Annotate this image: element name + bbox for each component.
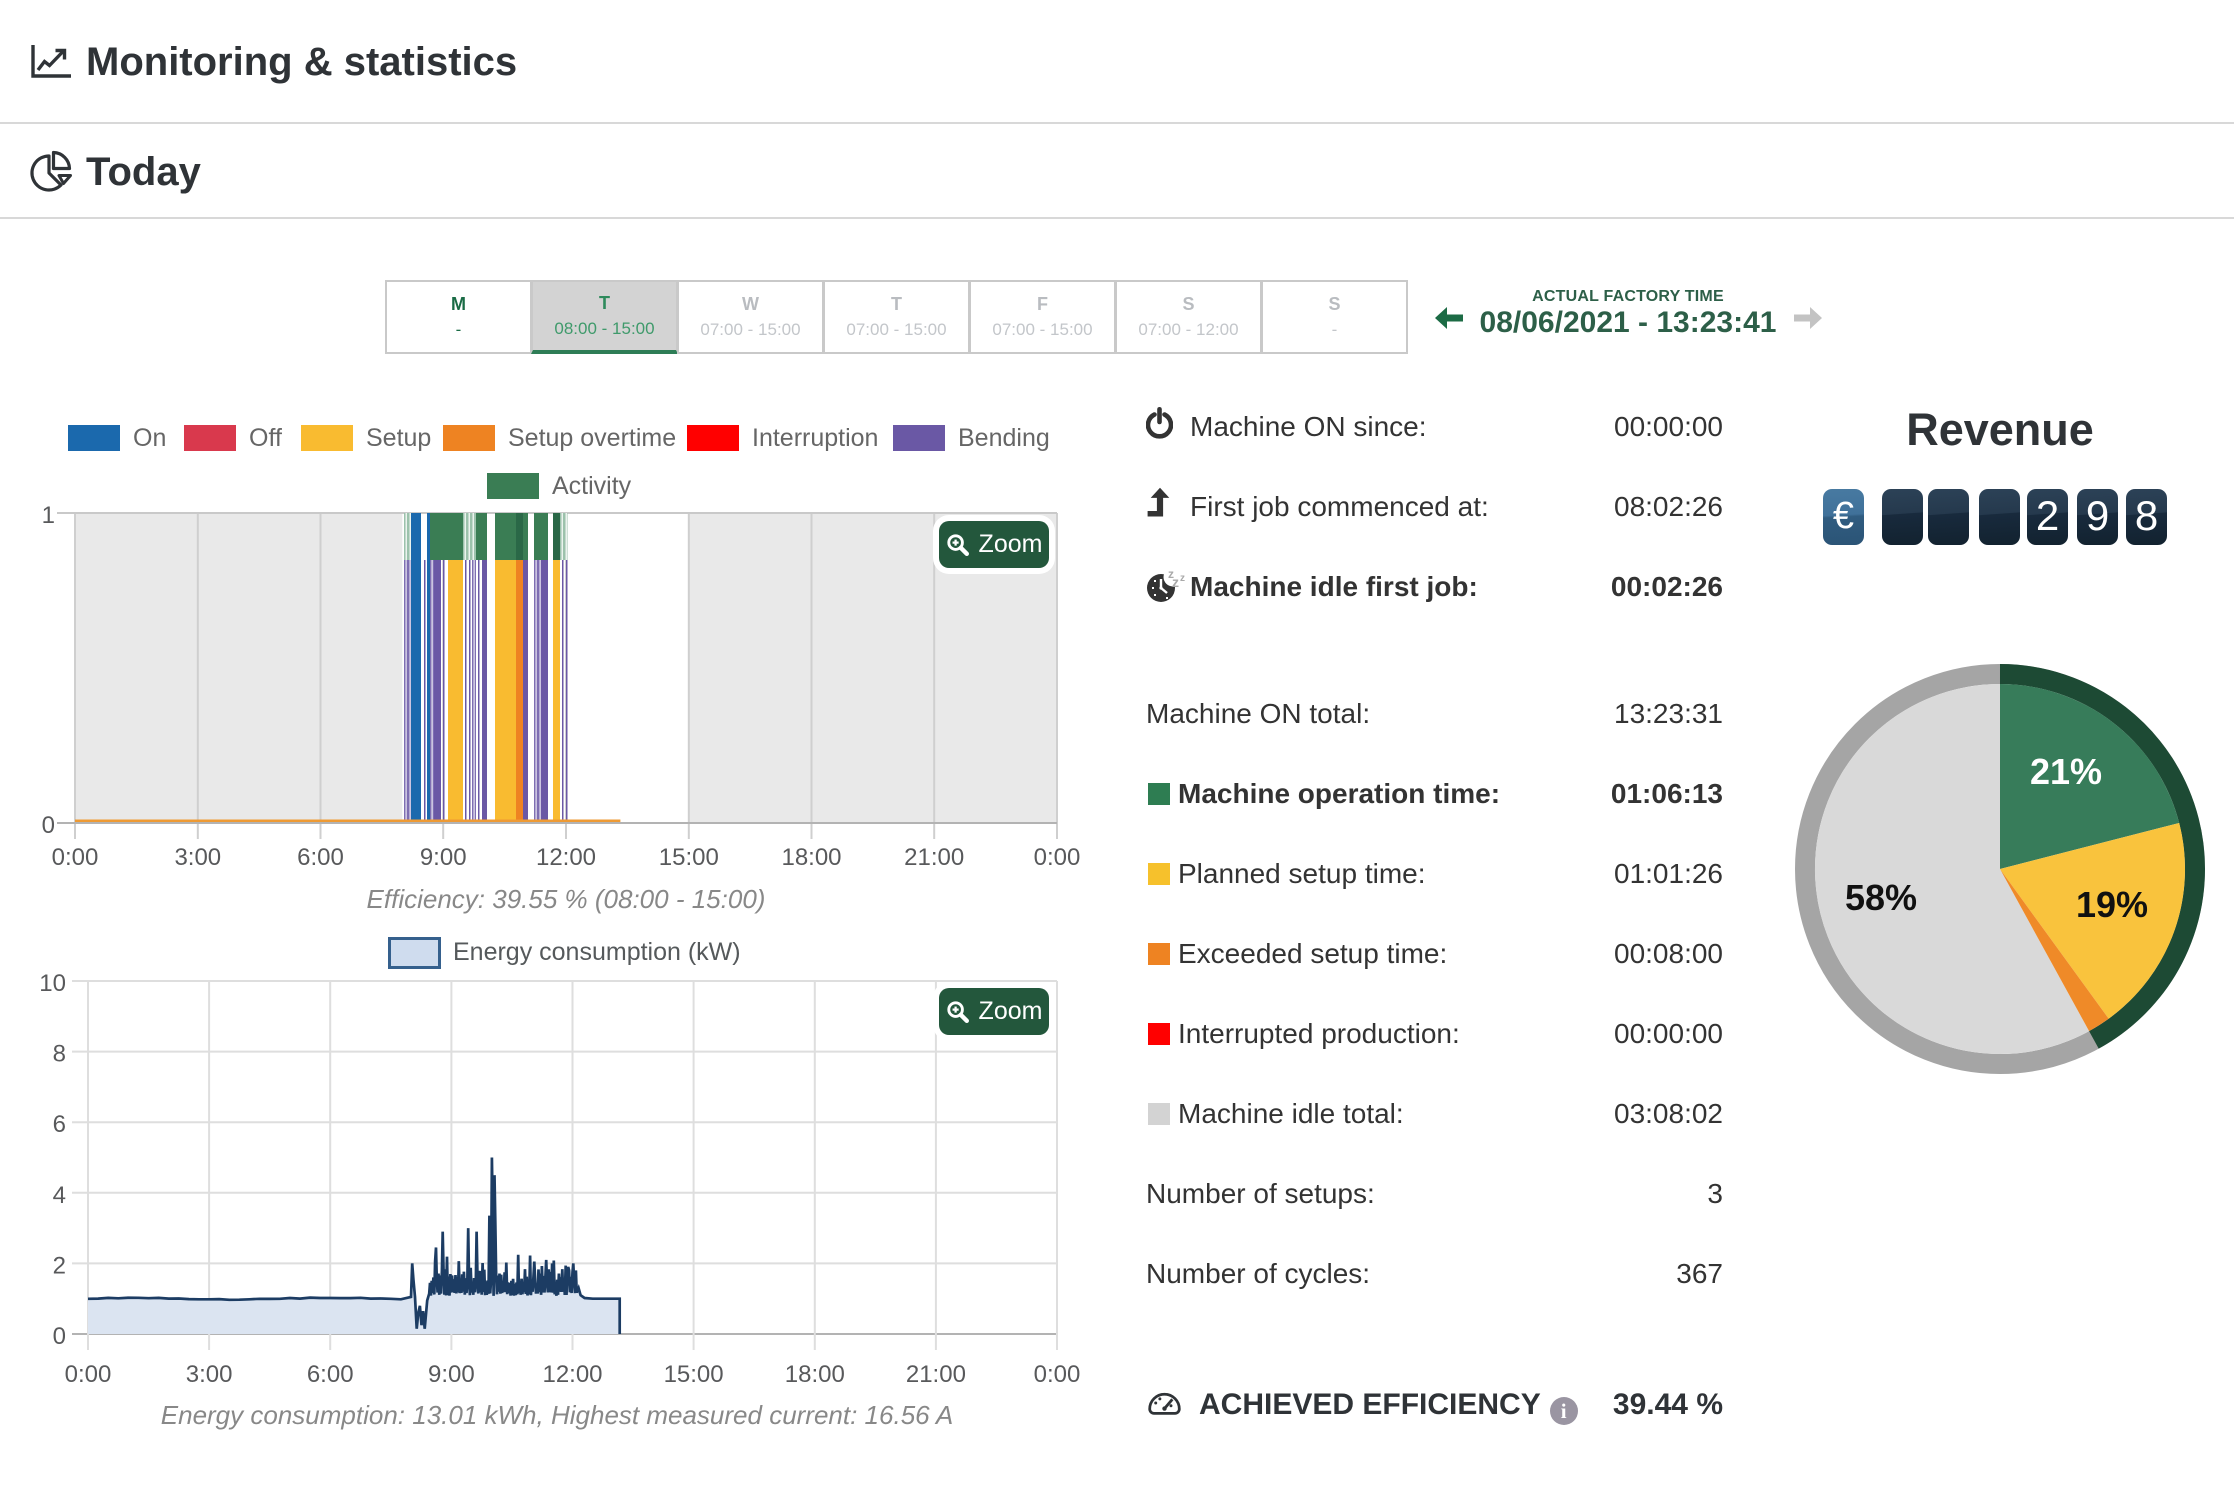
svg-text:18:00: 18:00	[781, 844, 841, 871]
svg-text:21:00: 21:00	[906, 1361, 966, 1388]
svg-text:z: z	[1168, 567, 1174, 581]
svg-text:3:00: 3:00	[186, 1361, 233, 1388]
svg-text:21%: 21%	[2030, 751, 2102, 792]
svg-text:0:00: 0:00	[1034, 844, 1081, 871]
svg-text:Efficiency: 39.55 % (08:00 - 1: Efficiency: 39.55 % (08:00 - 15:00)	[367, 884, 766, 914]
svg-text:z: z	[1180, 573, 1185, 584]
svg-text:Energy consumption: 13.01 kWh,: Energy consumption: 13.01 kWh, Highest m…	[161, 1400, 953, 1430]
svg-text:15:00: 15:00	[659, 844, 719, 871]
svg-text:3:00: 3:00	[174, 844, 221, 871]
svg-text:6: 6	[53, 1111, 66, 1138]
svg-text:9:00: 9:00	[428, 1361, 475, 1388]
svg-text:18:00: 18:00	[785, 1361, 845, 1388]
svg-text:9:00: 9:00	[420, 844, 467, 871]
svg-text:z: z	[1172, 574, 1179, 590]
svg-text:0:00: 0:00	[1034, 1361, 1081, 1388]
svg-text:12:00: 12:00	[542, 1361, 602, 1388]
svg-text:4: 4	[53, 1182, 66, 1209]
svg-text:0:00: 0:00	[65, 1361, 112, 1388]
svg-text:6:00: 6:00	[307, 1361, 354, 1388]
svg-text:58%: 58%	[1845, 877, 1917, 918]
svg-text:15:00: 15:00	[664, 1361, 724, 1388]
svg-text:0:00: 0:00	[52, 844, 99, 871]
svg-text:2: 2	[53, 1252, 66, 1279]
svg-text:12:00: 12:00	[536, 844, 596, 871]
svg-text:21:00: 21:00	[904, 844, 964, 871]
svg-text:1: 1	[42, 502, 55, 529]
svg-text:0: 0	[53, 1323, 66, 1350]
svg-text:6:00: 6:00	[297, 844, 344, 871]
svg-text:8: 8	[53, 1041, 66, 1068]
svg-text:0: 0	[42, 812, 55, 839]
svg-text:19%: 19%	[2076, 884, 2148, 925]
svg-text:10: 10	[39, 970, 66, 997]
